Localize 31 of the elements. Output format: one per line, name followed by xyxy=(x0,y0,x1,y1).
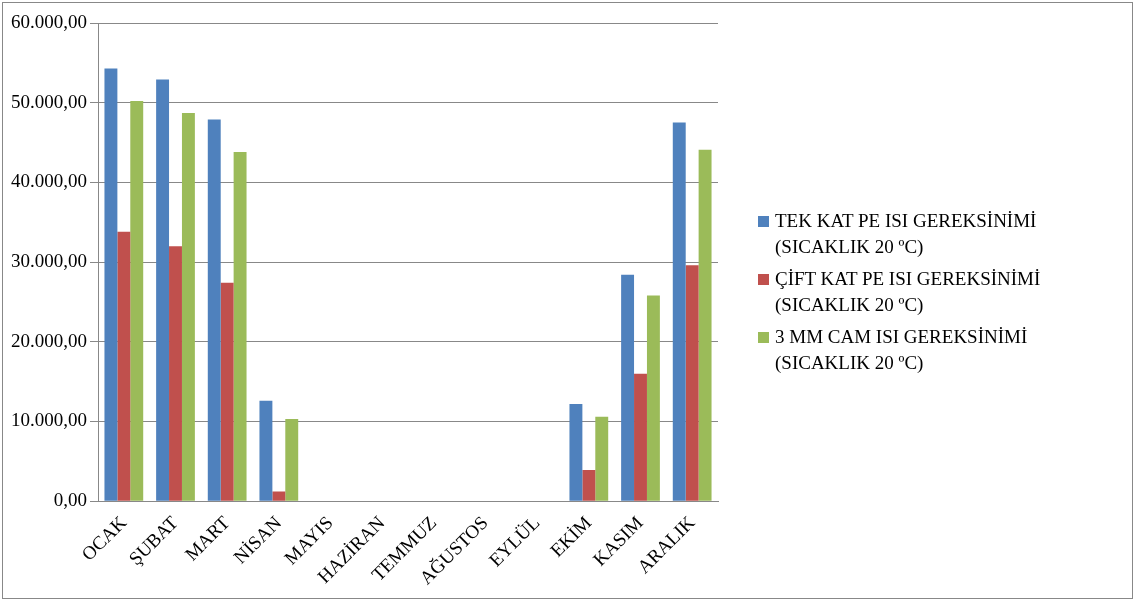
y-tick-label: 20.000,00 xyxy=(11,329,87,351)
legend-label: ÇİFT KAT PE ISI GEREKSİNİMİ (SICAKLIK 20 ºC) xyxy=(775,267,1042,317)
bar xyxy=(220,282,234,501)
bar xyxy=(285,419,299,501)
bar xyxy=(646,295,660,501)
bar xyxy=(169,246,182,501)
bar xyxy=(621,274,635,501)
bar xyxy=(156,79,170,501)
bar xyxy=(104,68,118,501)
bar xyxy=(634,373,647,501)
legend-label: TEK KAT PE ISI GEREKSİNİMİ (SICAKLIK 20 ºC) xyxy=(775,209,1038,259)
bar xyxy=(272,491,286,501)
bar xyxy=(672,122,686,501)
bar xyxy=(569,403,583,501)
bar xyxy=(117,231,131,501)
bar xyxy=(181,113,195,501)
y-tick-label: 40.000,00 xyxy=(11,170,87,192)
bar xyxy=(698,149,712,501)
y-tick-label: 30.000,00 xyxy=(11,250,87,272)
bar xyxy=(685,265,699,501)
legend-label: 3 MM CAM ISI GEREKSİNİMİ (SICAKLIK 20 ºC) xyxy=(775,325,1029,375)
bar xyxy=(130,101,144,501)
bar xyxy=(582,470,596,501)
bar xyxy=(595,416,609,501)
y-tick-label: 0,00 xyxy=(53,489,87,511)
bar xyxy=(207,119,221,501)
y-tick-label: 10.000,00 xyxy=(11,409,87,431)
bar xyxy=(233,152,247,501)
y-tick-label: 60.000,00 xyxy=(11,10,87,32)
y-tick-label: 50.000,00 xyxy=(11,90,87,112)
bar xyxy=(259,400,273,501)
